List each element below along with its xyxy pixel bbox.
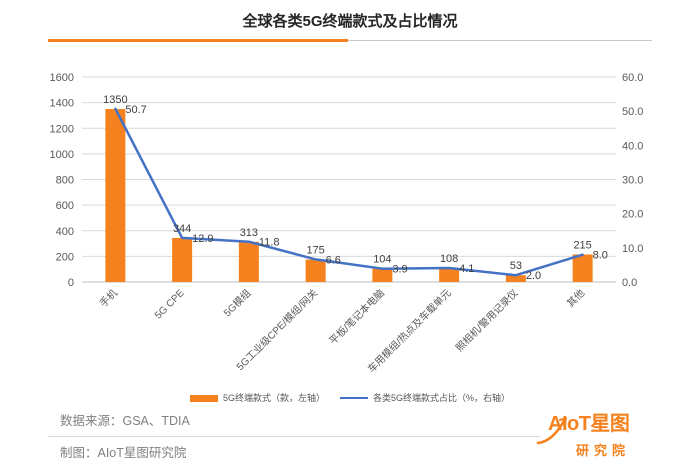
legend-item-line-series: 各类5G终端款式占比（%，右轴）	[340, 390, 510, 406]
y-right-tick-label: 40.0	[622, 140, 643, 152]
x-tick-label: 5G模组	[221, 286, 254, 319]
chart-title: 全球各类5G终端款式及占比情况	[242, 13, 458, 30]
bar-value-label: 344	[173, 223, 191, 235]
line-value-labels: 50.7 12.9 11.8 6.6 3.9 4.1 2.0 8.0	[125, 104, 608, 282]
legend-bar-swatch	[189, 394, 218, 402]
y-left-tick-label: 800	[56, 175, 74, 187]
bar-value-label: 108	[440, 253, 458, 265]
x-tick-label: 平板/笔记本电脑	[326, 286, 387, 347]
y-axis-right: 0.0 10.0 20.0 30.0 40.0 50.0 60.0	[622, 72, 643, 289]
line-value-label: 12.9	[192, 233, 213, 245]
line-value-label: 8.0	[593, 250, 608, 262]
logo-subtitle: 研究院	[576, 443, 631, 458]
bar	[105, 109, 126, 282]
gridlines	[82, 76, 616, 283]
legend: 5G终端款式（款，左轴） 各类5G终端款式占比（%，右轴）	[0, 390, 700, 406]
line-value-label: 6.6	[326, 254, 341, 266]
line-value-label: 2.0	[526, 270, 541, 282]
y-right-tick-label: 30.0	[622, 175, 643, 187]
bar	[439, 268, 460, 282]
aiot-logo: AIoT星图 研究院	[536, 410, 648, 466]
y-axis-left: 0 200 400 600 800 1000 1200 1400 1600	[50, 72, 74, 289]
y-right-tick-label: 50.0	[622, 106, 643, 118]
bar-value-label: 53	[510, 260, 522, 272]
title-underline-accent	[48, 39, 348, 42]
legend-item-bar-series: 5G终端款式（款，左轴）	[189, 390, 325, 406]
bar	[172, 237, 193, 282]
y-left-tick-label: 1400	[50, 98, 74, 110]
x-tick-label: 5G CPE	[153, 288, 187, 322]
line-value-label: 11.8	[259, 237, 280, 249]
y-right-tick-label: 0.0	[622, 277, 637, 289]
x-tick-label: 手机	[97, 286, 120, 309]
y-left-tick-label: 1000	[50, 149, 74, 161]
bar-value-label: 313	[240, 227, 258, 239]
legend-bar-label: 5G终端款式（款，左轴）	[222, 393, 325, 403]
y-right-tick-label: 10.0	[622, 243, 643, 255]
bar-series	[105, 109, 593, 282]
x-tick-label: 其他	[564, 286, 587, 309]
bar-value-labels: 1350 344 313 175 104 108 53 215	[103, 94, 592, 272]
bar-value-label: 1350	[103, 94, 127, 106]
y-left-tick-label: 200	[56, 251, 74, 263]
line-series	[114, 107, 584, 277]
bar	[572, 254, 593, 282]
line-value-label: 4.1	[459, 263, 474, 275]
chart-credit-note: 制图：AIoT星图研究院	[60, 446, 187, 460]
title-underline	[348, 40, 652, 41]
data-source-note: 数据来源：GSA、TDIA	[60, 414, 190, 428]
legend-line-swatch	[340, 396, 368, 400]
bar	[238, 241, 259, 282]
y-left-tick-label: 600	[56, 200, 74, 212]
bar	[305, 259, 326, 282]
y-right-tick-label: 20.0	[622, 209, 643, 221]
logo-swoosh-icon	[536, 417, 567, 445]
bar	[372, 268, 393, 282]
logo-name: AIoT星图	[548, 413, 630, 435]
line-value-label: 3.9	[392, 264, 407, 276]
y-left-tick-label: 400	[56, 226, 74, 238]
line-value-label: 50.7	[125, 104, 146, 116]
y-left-tick-label: 1200	[50, 123, 74, 135]
bar-value-label: 175	[306, 245, 324, 257]
y-right-tick-label: 60.0	[622, 72, 643, 84]
legend-line-label: 各类5G终端款式占比（%，右轴）	[373, 393, 511, 403]
x-tick-label: 照相机/警用记录仪	[453, 286, 521, 354]
bar-value-label: 104	[373, 254, 391, 266]
y-left-tick-label: 0	[68, 277, 74, 289]
y-left-tick-label: 1600	[50, 72, 74, 84]
footer-divider	[48, 436, 540, 437]
bar-value-label: 215	[573, 239, 591, 251]
bar	[505, 275, 526, 282]
